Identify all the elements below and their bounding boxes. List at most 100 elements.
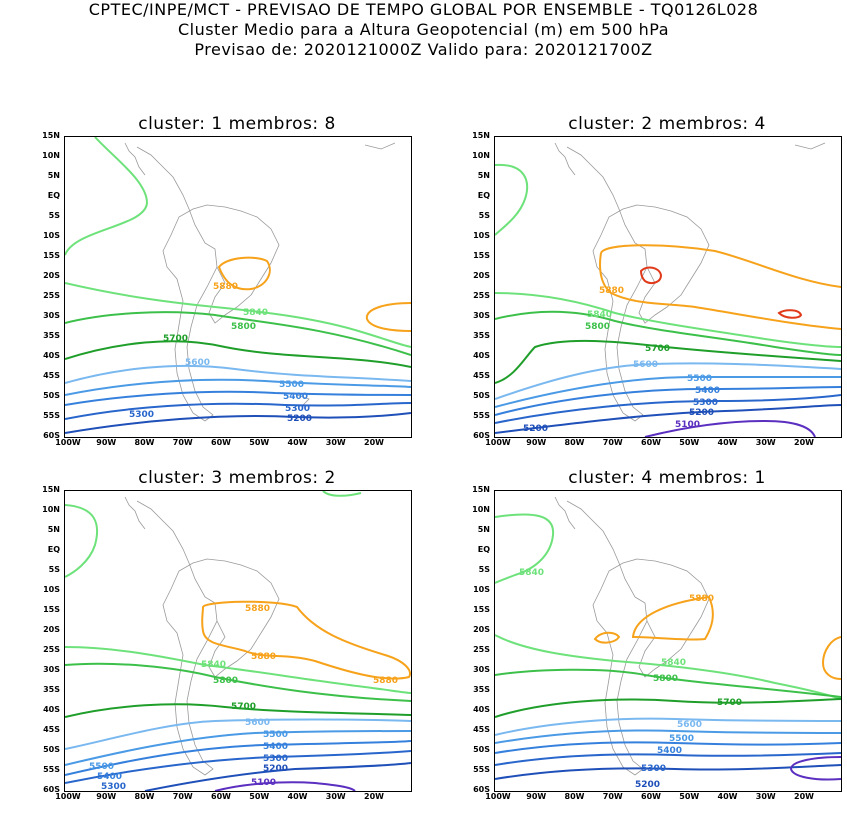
lon-tick-label: 40W [287,792,308,801]
lon-tick-label: 30W [325,438,346,447]
lat-tick-label: 10S [43,585,60,594]
lat-tick-label: 45S [43,371,60,380]
map-area: 5840 5880 5840 5800 5700 5600 5500 5400 … [494,490,842,792]
lat-tick-label: 45S [473,725,490,734]
contour-5600 [65,718,411,750]
contour-label: 5880 [213,282,238,292]
lat-tick-label: 55S [473,765,490,774]
contour-label: 5840 [587,310,612,320]
contour-5840 [65,646,411,694]
contour-5800 [495,668,841,698]
lon-tick-label: 20W [794,438,814,447]
contour-label: 5600 [633,360,658,370]
contour-label: 5400 [283,392,308,402]
lon-tick-label: 100W [485,438,511,447]
lat-tick-label: 30S [43,665,60,674]
map-area: 5880 5840 5800 5700 5600 5500 5400 5300 … [494,136,842,438]
contour-label: 5500 [669,734,694,744]
contour-5840-top [322,491,362,497]
lon-tick-label: 30W [325,792,346,801]
lon-tick-label: 90W [96,792,117,801]
lat-tick-label: 25S [43,645,60,654]
contour-5400 [495,741,841,754]
lon-tick-label: 20W [364,792,384,801]
contour-label: 5600 [245,718,270,728]
contour-5100 [214,781,356,791]
lat-tick-label: 10N [42,151,60,160]
lat-tick-label: 10N [472,505,490,514]
contour-label: 5200 [287,414,312,424]
lat-tick-label: EQ [477,191,490,200]
contour-5100 [644,419,816,437]
lat-tick-label: 10S [473,585,490,594]
lat-tick-label: 60S [43,431,60,440]
contour-5600 [495,717,841,736]
lat-tick-label: 15S [43,251,60,260]
lat-tick-label: 25S [473,291,490,300]
contour-5600 [65,364,411,384]
lat-tick-label: 20S [43,271,60,280]
lon-tick-label: 40W [287,438,308,447]
lat-tick-label: 60S [473,431,490,440]
lat-tick-label: 5N [47,525,60,534]
contour-5600 [495,362,841,400]
contour-label: 5880 [599,286,624,296]
contour-5400 [65,390,411,406]
lon-tick-label: 50W [249,438,270,447]
lat-tick-label: 5N [47,171,60,180]
contour-label: 5400 [695,386,720,396]
contour-label: 5500 [263,730,288,740]
contour-5500 [495,729,841,744]
lat-tick-label: 35S [43,331,60,340]
lon-tick-label: 20W [364,438,384,447]
lat-tick-label: 55S [473,411,490,420]
lon-tick-label: 100W [55,438,81,447]
contour-5840-west [65,504,99,578]
lat-tick-label: 5S [48,565,60,574]
header-line-1: CPTEC/INPE/MCT - PREVISAO DE TEMPO GLOBA… [88,0,759,19]
contour-5840-west [65,137,149,256]
contour-5880-east [365,302,411,332]
contour-5920-a [639,266,663,284]
lon-tick-label: 90W [526,438,547,447]
header-line-2: Cluster Medio para a Altura Geopotencial… [177,20,670,39]
lat-tick-label: 15S [473,251,490,260]
lat-tick-label: 20S [473,271,490,280]
map-panel-cluster-4: cluster: 4 membros: 1 15N 10N 5N EQ 5S 10S 15S… [458,468,847,813]
lon-tick-label: 30W [755,792,776,801]
lon-tick-label: 40W [717,438,738,447]
contour-label: 5840 [243,308,268,318]
contour-5200 [495,764,841,780]
lon-tick-label: 80W [564,792,585,801]
lat-tick-label: 10N [472,151,490,160]
lat-tick-label: 35S [473,331,490,340]
lat-tick-label: 55S [43,765,60,774]
lat-tick-label: 20S [473,625,490,634]
map-panel-cluster-3: cluster: 3 membros: 2 15N 10N 5N EQ 5S 10S 15S… [28,468,418,813]
lon-tick-label: 90W [96,438,117,447]
contour-5880-b [593,631,621,644]
contour-5840-west [495,163,529,236]
contour-5400 [65,740,411,776]
coastline [554,142,826,422]
contour-label: 5800 [213,676,238,686]
panel-title: cluster: 2 membros: 4 [568,114,766,134]
contour-label: 5880 [689,594,714,604]
contour-label: 5500 [687,374,712,384]
lon-tick-label: 60W [641,438,661,447]
contour-5200 [144,762,411,791]
lat-tick-label: 10N [42,505,60,514]
contour-5880-a [631,595,714,641]
panel-title: cluster: 4 membros: 1 [568,468,766,488]
lat-tick-label: EQ [47,545,60,554]
coastline [124,142,396,422]
contour-label: 5400 [657,746,682,756]
lat-tick-label: 50S [473,745,490,754]
contour-5500 [65,730,411,766]
contour-5840-west [495,513,555,584]
contour-5840 [495,634,841,700]
lat-tick-label: 50S [43,391,60,400]
contour-5700 [495,698,841,718]
contour-5400 [495,386,841,416]
lat-tick-label: 20S [43,625,60,634]
